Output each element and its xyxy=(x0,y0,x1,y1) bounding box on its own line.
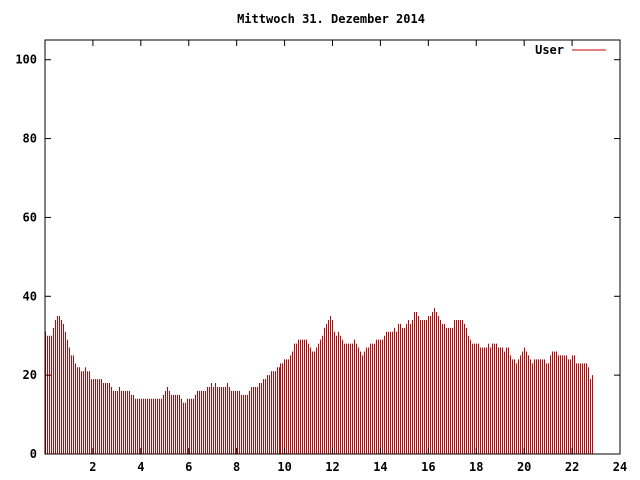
bar-series-user xyxy=(45,308,593,454)
x-tick-label: 4 xyxy=(137,460,144,474)
x-tick-label: 24 xyxy=(613,460,627,474)
x-axis: 2 4 6 8 10 12 14 16 18 20 22 24 xyxy=(89,40,627,474)
legend-label-user: User xyxy=(535,43,564,57)
chart-title: Mittwoch 31. Dezember 2014 xyxy=(237,12,425,26)
x-tick-label: 20 xyxy=(517,460,531,474)
x-tick-label: 18 xyxy=(469,460,483,474)
x-tick-label: 8 xyxy=(233,460,240,474)
x-tick-label: 16 xyxy=(421,460,435,474)
y-tick-label: 100 xyxy=(15,53,37,67)
x-tick-label: 10 xyxy=(277,460,291,474)
y-axis: 0 20 40 60 80 100 xyxy=(15,53,620,461)
x-tick-label: 2 xyxy=(89,460,96,474)
y-tick-label: 20 xyxy=(23,368,37,382)
y-tick-label: 0 xyxy=(30,447,37,461)
x-tick-label: 22 xyxy=(565,460,579,474)
legend: User xyxy=(535,43,606,57)
x-tick-label: 14 xyxy=(373,460,387,474)
y-tick-label: 60 xyxy=(23,210,37,224)
y-tick-label: 40 xyxy=(23,289,37,303)
x-tick-label: 6 xyxy=(185,460,192,474)
y-tick-label: 80 xyxy=(23,132,37,146)
x-tick-label: 12 xyxy=(325,460,339,474)
